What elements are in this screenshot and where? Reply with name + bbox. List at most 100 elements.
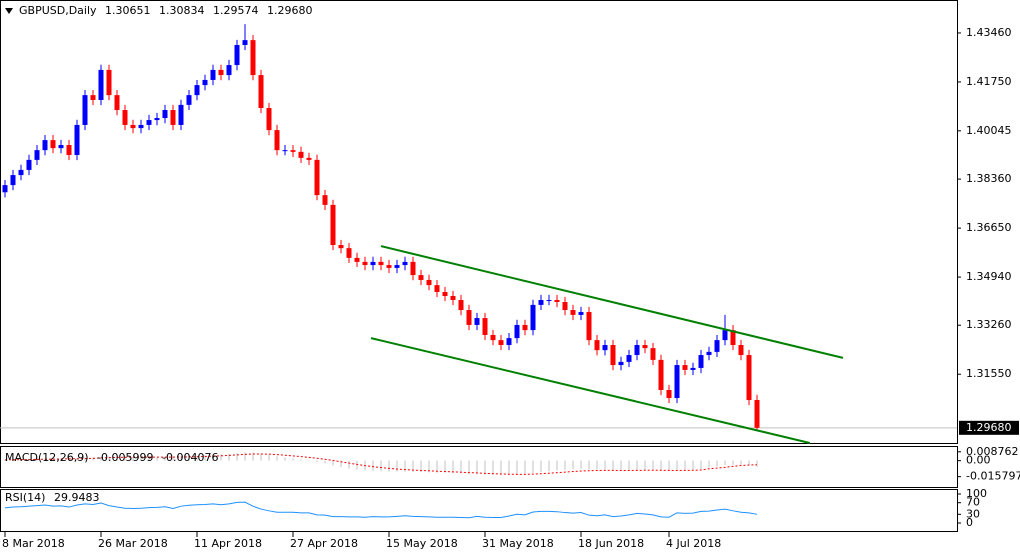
candle-body <box>338 244 344 249</box>
candle-body <box>602 345 608 351</box>
candle-body <box>162 110 168 119</box>
candle-body <box>546 300 552 302</box>
y-tick-label: 30 <box>966 507 980 520</box>
candle-body <box>114 95 120 111</box>
y-tick-label: 1.43460 <box>966 26 1012 39</box>
candle-body <box>530 304 536 331</box>
candle-body <box>578 312 584 315</box>
current-price-label: 1.29680 <box>966 421 1012 434</box>
candle-body <box>618 361 624 366</box>
candle-body <box>642 345 648 349</box>
candle-body <box>562 302 568 311</box>
y-tick-label: 1.40045 <box>966 124 1012 137</box>
y-tick-label: 0.00 <box>966 454 991 467</box>
candle-body <box>538 300 544 305</box>
collapse-icon <box>5 8 13 14</box>
candle-body <box>58 144 64 149</box>
candle-body <box>330 204 336 245</box>
trend-line <box>380 245 844 359</box>
candle-body <box>218 69 224 76</box>
rsi-header: RSI(14) 29.9483 <box>5 491 104 504</box>
candle-body <box>274 130 280 151</box>
candle-body <box>714 340 720 352</box>
candle-body <box>194 85 200 96</box>
candle-body <box>18 169 24 176</box>
candle-body <box>42 140 48 151</box>
candle-body <box>410 261 416 276</box>
y-tick-label: 70 <box>966 496 980 509</box>
signal-line <box>4 453 758 475</box>
open: 1.30651 <box>105 4 151 17</box>
candle-body <box>706 351 712 356</box>
candle-body <box>386 265 392 268</box>
candle-body <box>82 95 88 125</box>
candle-body <box>90 95 96 101</box>
signal-value: -0.004076 <box>162 451 219 464</box>
candle-body <box>610 345 616 366</box>
candle-body <box>458 300 464 311</box>
candle-body <box>370 261 376 266</box>
candle-body <box>130 124 136 129</box>
candle-body <box>586 312 592 341</box>
candle-body <box>434 285 440 292</box>
y-tick-label: 1.31550 <box>966 367 1012 380</box>
candle-body <box>306 157 312 160</box>
candle-body <box>698 355 704 368</box>
candle-body <box>2 185 8 193</box>
candle-body <box>650 348 656 360</box>
candle-body <box>450 296 456 301</box>
trend-line <box>370 337 811 444</box>
candle-body <box>426 279 432 286</box>
macd-title: MACD(12,26,9) <box>5 451 89 464</box>
candle-body <box>482 318 488 335</box>
candle-body <box>474 318 480 325</box>
candle-body <box>290 150 296 152</box>
candle-body <box>738 345 744 356</box>
y-tick-label: 1.33260 <box>966 318 1012 331</box>
candle-body <box>98 69 104 101</box>
symbol: GBPUSD,Daily <box>19 4 97 17</box>
candle-body <box>506 338 512 346</box>
candle-body <box>570 310 576 315</box>
candle-body <box>122 110 128 125</box>
close: 1.29680 <box>267 4 313 17</box>
candle-body <box>178 104 184 125</box>
candle-body <box>394 265 400 268</box>
candle-body <box>266 108 272 131</box>
candle-body <box>10 175 16 186</box>
current-price-box <box>959 420 1019 435</box>
candle-body <box>594 340 600 351</box>
candle-body <box>634 345 640 356</box>
x-tick-label: 15 May 2018 <box>386 537 458 550</box>
candle-body <box>554 300 560 303</box>
macd-value: -0.005999 <box>97 451 154 464</box>
y-tick-label: 100 <box>966 487 987 500</box>
y-tick-label: 1.41750 <box>966 75 1012 88</box>
rsi-title: RSI(14) <box>5 491 46 504</box>
x-tick-label: 31 May 2018 <box>482 537 554 550</box>
candle-body <box>242 40 248 45</box>
candle-body <box>418 275 424 280</box>
candle-body <box>74 124 80 156</box>
candle-body <box>402 261 408 266</box>
low: 1.29574 <box>213 4 259 17</box>
candle-body <box>146 120 152 125</box>
candle-body <box>690 367 696 370</box>
candle-body <box>186 95 192 105</box>
rsi-panel-frame <box>0 489 958 532</box>
macd-header: MACD(12,26,9) -0.005999 -0.004076 <box>5 451 223 464</box>
candle-body <box>258 75 264 109</box>
candle-body <box>34 150 40 160</box>
candle-body <box>322 195 328 205</box>
candle-body <box>282 150 288 152</box>
candle-body <box>674 365 680 399</box>
candle-body <box>442 291 448 297</box>
candle-body <box>346 248 352 258</box>
x-tick-label: 4 Jul 2018 <box>666 537 721 550</box>
candle-body <box>466 310 472 325</box>
candle-body <box>498 340 504 346</box>
candle-body <box>50 140 56 149</box>
candle-body <box>746 355 752 401</box>
